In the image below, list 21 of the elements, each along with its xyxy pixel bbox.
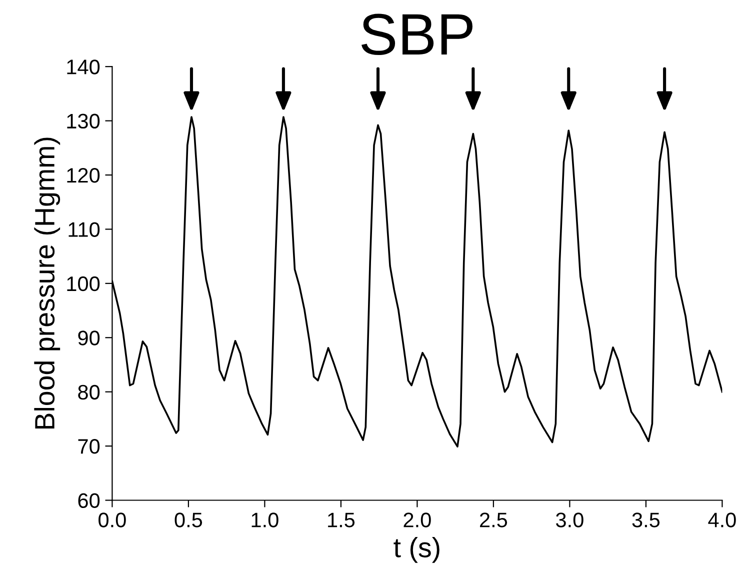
- x-tick-label: 1.5: [328, 512, 355, 528]
- x-tick-label: 2.0: [404, 512, 431, 528]
- y-tick-label: 60: [78, 493, 100, 508]
- x-tick-label: 0.0: [98, 512, 126, 528]
- y-tick-label: 110: [68, 222, 100, 237]
- y-tick-label: 70: [78, 439, 100, 454]
- x-tick-label: 3.5: [632, 512, 660, 528]
- y-tick-label: 90: [78, 330, 100, 346]
- x-tick-label: 2.5: [480, 512, 508, 528]
- x-tick-label: 1.0: [252, 512, 278, 528]
- chart-title: SBP: [361, 14, 472, 56]
- y-axis-title: Blood pressure (Hgmm): [34, 138, 60, 429]
- x-axis-title: t (s): [394, 537, 440, 563]
- y-tick-label: 140: [67, 60, 100, 74]
- y-tick-label: 120: [67, 168, 100, 183]
- x-tick-label: 3.0: [556, 512, 584, 528]
- x-tick-label: 4.0: [708, 512, 736, 528]
- y-tick-label: 100: [67, 276, 100, 292]
- y-tick-label: 130: [67, 114, 100, 129]
- x-tick-label: 0.5: [174, 512, 202, 528]
- y-tick-label: 80: [78, 384, 100, 400]
